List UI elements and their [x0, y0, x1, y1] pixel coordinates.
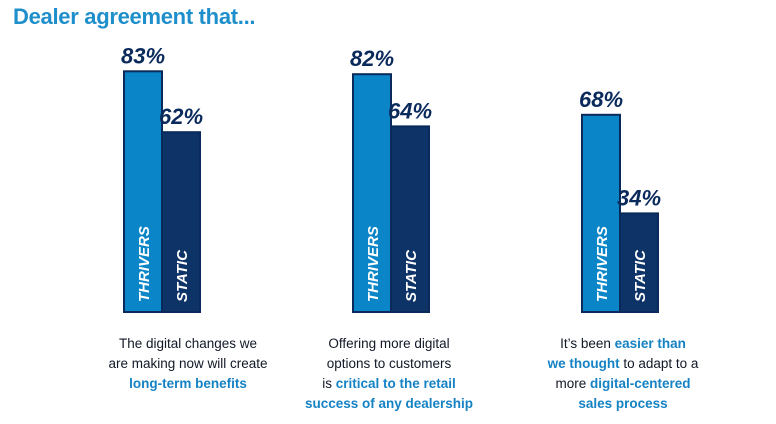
series-label-static-2: STATIC — [403, 249, 420, 302]
caption-2-run-4: is — [322, 376, 336, 391]
series-label-static-3: STATIC — [632, 249, 649, 302]
value-label-static-2: 64% — [388, 98, 432, 123]
caption-1: The digital changes we are making now wil… — [78, 334, 298, 394]
value-label-static-3: 34% — [617, 185, 661, 210]
caption-2-run-0: Offering more digital — [328, 336, 450, 351]
caption-3-run-3: we thought — [547, 356, 620, 371]
bar-static-2 — [390, 125, 430, 314]
bar-thrivers-1 — [123, 70, 163, 313]
caption-1-run-0: The digital changes we — [118, 336, 258, 351]
value-label-thrivers-2: 82% — [350, 46, 394, 71]
bar-thrivers-3 — [581, 113, 621, 313]
caption-3-run-0: It’s been — [560, 336, 615, 351]
bar-static-3 — [619, 212, 659, 313]
caption-2-run-2: options to customers — [326, 356, 452, 371]
caption-3-run-1: easier than — [614, 336, 686, 351]
series-label-thrivers-2: THRIVERS — [365, 226, 382, 302]
caption-2-run-7: success of any dealership — [304, 396, 474, 411]
caption-2: Offering more digital options to customer… — [279, 334, 499, 414]
bar-static-1 — [161, 131, 201, 313]
caption-1-run-2: are making now will create — [108, 356, 268, 371]
caption-3-run-6: more — [555, 376, 590, 391]
series-label-static-1: STATIC — [174, 249, 191, 302]
chart-title: Dealer agreement that... — [13, 4, 256, 29]
series-label-thrivers-1: THRIVERS — [136, 226, 153, 302]
series-label-thrivers-3: THRIVERS — [594, 226, 611, 302]
value-label-thrivers-3: 68% — [579, 87, 623, 112]
caption-3-run-9: sales process — [578, 396, 668, 411]
caption-3-run-4: to adapt to a — [619, 356, 699, 371]
caption-3-run-7: digital-centered — [589, 376, 691, 391]
caption-2-run-5: critical to the retail — [335, 376, 456, 391]
value-label-thrivers-1: 83% — [121, 43, 165, 68]
caption-1-run-4: long-term benefits — [129, 376, 247, 391]
value-label-static-1: 62% — [159, 104, 203, 129]
caption-3: It’s been easier than we thought to adapt… — [513, 334, 733, 414]
